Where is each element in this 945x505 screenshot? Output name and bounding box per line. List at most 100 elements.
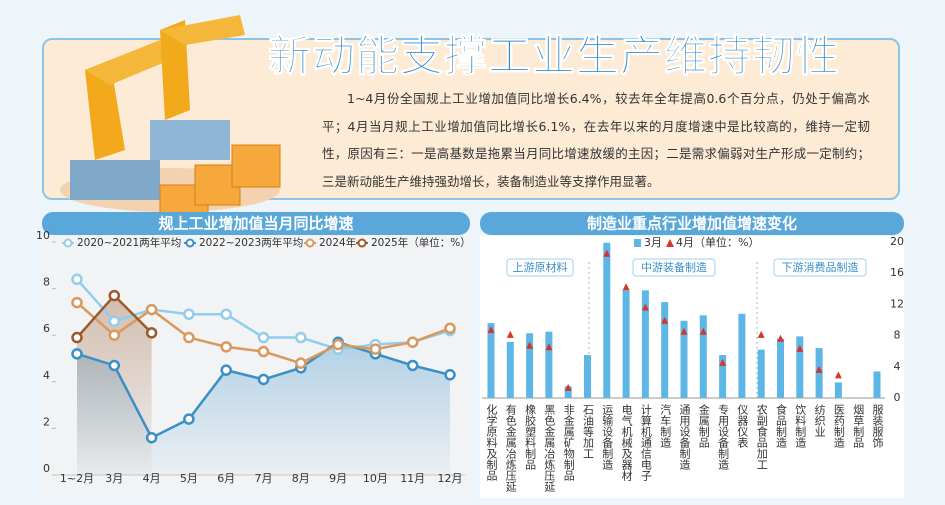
bar [680,320,688,398]
y-tick-label: 8 [43,276,50,289]
bar [584,355,591,398]
group-label-box [632,258,716,277]
bar [545,331,553,398]
y-tick-label: 2 [43,415,50,428]
x-tick-label: 9月 [329,472,347,485]
illustration-box [231,144,281,188]
bar [757,349,765,398]
data-point [145,431,158,444]
triangle-marker [545,343,553,351]
data-point [220,308,232,320]
legend-label: 2024年 [319,236,356,249]
legend-marker [666,239,674,247]
y-tick-label: 16 [890,266,904,279]
legend-label: 4月 [676,236,694,249]
x-tick-label: 5月 [180,472,198,485]
page-title: 新动能支撑工业生产维持韧性 [268,32,840,83]
data-point [108,289,121,302]
x-tick-label: 11月 [400,472,425,485]
illustration-arm [85,40,170,85]
group-label-box [773,258,867,277]
data-point [295,331,307,344]
illustration [60,15,281,231]
illustration-base [70,160,160,200]
x-tick-label: 黑色金属冶炼压延 [543,404,556,493]
triangle-marker [680,327,688,335]
x-tick-label: 4月 [143,472,161,485]
bar [526,333,534,398]
group-label: 下游消费品制造 [782,260,859,274]
chart-title-bar [42,212,470,235]
legend-marker [357,238,367,248]
data-point [183,308,195,320]
y-tick-label: 4 [43,369,50,382]
data-point [444,369,456,381]
chart-title-bar [480,212,904,235]
data-point [406,336,419,348]
x-tick-label: 金属制品 [697,403,710,448]
bar [699,315,707,398]
data-point [332,338,344,351]
bar [719,355,727,398]
chart-title: 制造业重点行业增加值增速变化 [587,215,797,233]
legend-marker [63,238,73,248]
y-tick-label: 20 [890,235,904,248]
illustration-base [150,120,230,160]
bar [796,336,804,398]
chart-title: 规上工业增加值当月同比增速 [158,215,353,233]
x-tick-label: 通用设备制造 [678,404,691,470]
series-area [77,295,152,475]
data-point [183,331,195,344]
data-point [108,359,121,372]
triangle-marker [796,344,804,352]
x-tick-label: 8月 [292,472,310,485]
series-area [77,342,450,475]
illustration-arm [85,60,125,160]
x-tick-label: 6月 [217,472,235,485]
x-tick-label: 烟草制品 [852,403,865,448]
unit-note: （单位：%） [694,235,759,249]
data-point [71,273,83,286]
y-tick-label: 4 [894,360,901,373]
data-point [406,359,419,372]
bar [622,290,630,398]
x-tick-label: 石油等加工 [582,404,595,459]
x-tick-label: 计算机通信电子 [639,404,652,481]
triangle-marker [641,303,649,311]
x-tick-label: 7月 [255,472,273,485]
x-tick-label: 有色金属冶炼压延 [504,403,517,493]
triangle-marker [757,330,765,338]
intro-paragraph: 1~4月份全国规上工业增加值同比增长6.4%，较去年全年提高0.6个百分点，仍处… [322,91,870,189]
triangle-marker [699,327,707,335]
x-tick-label: 饮料制造 [794,404,807,448]
y-tick-label: 6 [43,322,50,335]
data-point [220,341,232,353]
x-tick-label: 3月 [105,472,123,485]
y-tick-label: 8 [894,329,901,342]
x-tick-label: 仪器仪表 [736,404,749,449]
illustration-arm [160,15,245,45]
data-point [145,303,158,316]
legend-label: 2020~2021两年平均 [77,236,181,249]
legend-marker [305,238,315,248]
bar [834,382,842,398]
data-point [220,364,232,376]
triangle-marker [564,383,572,391]
x-tick-label: 服装服饰 [871,404,884,448]
bar [603,242,611,398]
triangle-marker [603,249,611,257]
data-point [108,315,121,327]
data-point [295,357,307,369]
x-tick-label: 农副食品加工 [755,403,768,470]
triangle-marker [661,316,669,324]
data-point [145,327,158,339]
x-tick-label: 化学原料及制品 [485,403,498,481]
x-tick-label: 1~2月 [60,472,94,485]
x-tick-label: 运输设备制造 [601,404,614,470]
bar [738,313,746,398]
triangle-marker [526,341,534,349]
x-tick-label: 非金属矿物制品 [562,404,575,481]
data-point [183,413,195,425]
